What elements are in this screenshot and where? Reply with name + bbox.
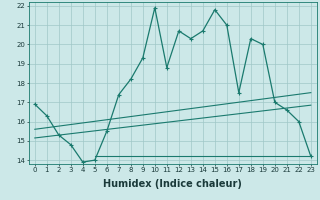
X-axis label: Humidex (Indice chaleur): Humidex (Indice chaleur): [103, 179, 242, 189]
